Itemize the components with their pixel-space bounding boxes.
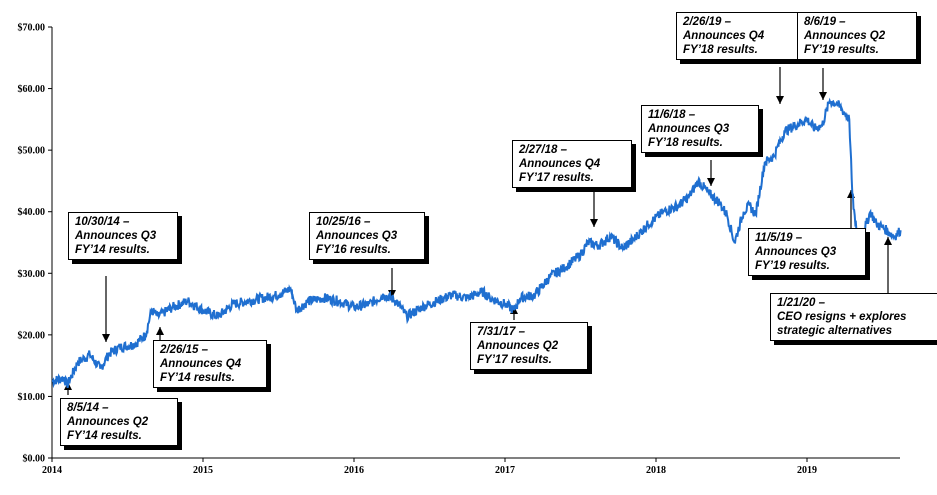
annotation-text-line: Announces Q4: [683, 30, 765, 42]
annotation-text-line: Announces Q3: [755, 246, 837, 258]
annotation-arrow-head: [707, 178, 715, 186]
annotation-text-line: Announces Q3: [75, 230, 157, 242]
y-tick-label: $70.00: [18, 23, 46, 34]
annotation-text-line: strategic alternatives: [777, 325, 893, 337]
annotation-callout: 10/30/14 – Announces Q3 FY’14 results.: [68, 212, 178, 260]
annotation-text-line: FY’18 results.: [648, 137, 723, 149]
annotation-callout: 7/31/17 – Announces Q2 FY’17 results.: [470, 322, 588, 370]
annotation-arrow-head: [819, 92, 827, 100]
annotation-text-line: 7/31/17 –: [477, 326, 525, 338]
y-tick-label: $40.00: [18, 207, 46, 218]
annotation-text-line: 2/26/15 –: [160, 344, 208, 356]
x-tick-label: 2016: [344, 465, 364, 476]
annotation-callout: 2/26/19 – Announces Q4 FY’18 results.: [676, 12, 798, 60]
annotation-text-line: 10/25/16 –: [316, 216, 371, 228]
annotation-text-line: 10/30/14 –: [75, 216, 130, 228]
annotation-text-line: 8/5/14 –: [67, 402, 109, 414]
y-tick-label: $20.00: [18, 330, 46, 341]
annotation-arrow-head: [102, 334, 110, 342]
annotation-arrow-head: [590, 219, 598, 227]
annotation-text-line: FY’18 results.: [683, 44, 758, 56]
annotation-text-line: Announces Q2: [804, 30, 886, 42]
annotation-text-line: 11/5/19 –: [755, 232, 803, 244]
x-axis: 2014 2015 2016 2017 2018 2019: [42, 457, 900, 476]
y-tick-label: $50.00: [18, 146, 46, 157]
y-tick-label: $60.00: [18, 84, 46, 95]
annotation-text-line: FY’14 results.: [160, 372, 235, 384]
annotation-text-line: FY’19 results.: [755, 260, 830, 272]
annotation-text-line: FY’16 results.: [316, 244, 391, 256]
annotation-text-line: 2/26/19 –: [683, 16, 731, 28]
annotation-text-line: CEO resigns + explores: [777, 311, 907, 323]
annotation-arrow-head: [776, 96, 784, 104]
annotation-text-line: FY’17 results.: [519, 172, 594, 184]
annotation-callout: 2/26/15 – Announces Q4 FY’14 results.: [153, 340, 267, 388]
annotation-text-line: Announces Q4: [519, 158, 601, 170]
annotation-arrow-head: [884, 237, 892, 245]
annotation-text-line: 11/6/18 –: [648, 109, 696, 121]
annotation-callout: 2/27/18 – Announces Q4 FY’17 results.: [512, 140, 632, 188]
annotation-text-line: FY’14 results.: [75, 244, 150, 256]
annotation-text-line: FY’17 results.: [477, 354, 552, 366]
price-series-line: [51, 97, 902, 389]
x-tick-label: 2014: [42, 465, 62, 476]
annotation-text-line: Announces Q4: [160, 358, 242, 370]
annotation-text-line: 1/21/20 –: [777, 297, 825, 309]
y-tick-label: $10.00: [18, 392, 46, 403]
annotation-text-line: Announces Q2: [477, 340, 559, 352]
y-axis: $0.00 $10.00 $20.00 $30.00 $40.00 $50.00 $60.0…: [18, 23, 53, 465]
annotation-callout: 11/6/18 – Announces Q3 FY’18 results.: [641, 105, 759, 153]
x-tick-label: 2019: [797, 465, 817, 476]
annotation-callout: 10/25/16 – Announces Q3 FY’16 results.: [309, 212, 425, 260]
annotation-callout: 8/6/19 – Announces Q2 FY’19 results.: [797, 12, 917, 60]
annotation-text-line: FY’19 results.: [804, 44, 879, 56]
annotation-callout: 8/5/14 – Announces Q2 FY’14 results.: [60, 398, 178, 446]
x-tick-label: 2018: [646, 465, 666, 476]
annotation-text-line: Announces Q2: [67, 416, 149, 428]
annotation-callout: 1/21/20 – CEO resigns + explores strategic…: [770, 293, 937, 341]
annotation-text-line: Announces Q3: [316, 230, 398, 242]
annotation-text-line: Announces Q3: [648, 123, 730, 135]
annotation-callout: 11/5/19 – Announces Q3 FY’19 results.: [748, 228, 866, 276]
y-tick-label: $0.00: [23, 454, 46, 465]
annotation-text-line: 8/6/19 –: [804, 16, 846, 28]
annotation-text-line: FY’14 results.: [67, 430, 142, 442]
annotation-text-line: 2/27/18 –: [519, 144, 567, 156]
x-tick-label: 2017: [495, 465, 515, 476]
annotation-arrow-head: [156, 327, 164, 335]
x-tick-label: 2015: [193, 465, 213, 476]
y-tick-label: $30.00: [18, 269, 46, 280]
